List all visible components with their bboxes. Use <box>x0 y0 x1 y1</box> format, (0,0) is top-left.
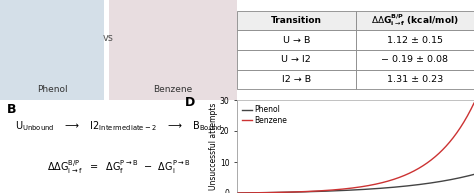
Text: vs: vs <box>102 33 113 43</box>
Text: $\Delta\Delta$G$_{\mathregular{i}\rightarrow\mathregular{f}}^{\mathregular{B/P}}: $\Delta\Delta$G$_{\mathregular{i}\righta… <box>46 158 191 175</box>
Line: Benzene: Benzene <box>237 103 474 193</box>
Benzene <box>263 191 268 193</box>
Phenol <box>471 173 474 176</box>
Phenol <box>311 190 317 193</box>
Benzene <box>471 102 474 104</box>
Benzene <box>405 173 411 175</box>
Text: Benzene: Benzene <box>154 85 192 94</box>
Benzene <box>383 180 389 183</box>
Line: Phenol: Phenol <box>237 174 474 193</box>
Phenol <box>406 185 412 187</box>
Text: U$_{\mathregular{Unbound}}$   $\longrightarrow$   I2$_{\mathregular{Intermediate: U$_{\mathregular{Unbound}}$ $\longrighta… <box>15 119 222 133</box>
Phenol <box>328 190 334 192</box>
Text: B: B <box>7 103 17 116</box>
Phenol <box>263 191 268 193</box>
Phenol <box>234 192 240 193</box>
Text: D: D <box>185 96 195 109</box>
Y-axis label: Unsuccessful attempts: Unsuccessful attempts <box>209 103 218 190</box>
Phenol <box>383 187 389 189</box>
Legend: Phenol, Benzene: Phenol, Benzene <box>241 104 289 126</box>
Benzene <box>234 192 240 193</box>
FancyBboxPatch shape <box>0 0 104 100</box>
Benzene <box>406 172 412 174</box>
Benzene <box>328 189 334 191</box>
FancyBboxPatch shape <box>109 0 237 100</box>
Phenol <box>405 185 411 187</box>
Text: Phenol: Phenol <box>37 85 67 94</box>
Benzene <box>311 190 317 192</box>
